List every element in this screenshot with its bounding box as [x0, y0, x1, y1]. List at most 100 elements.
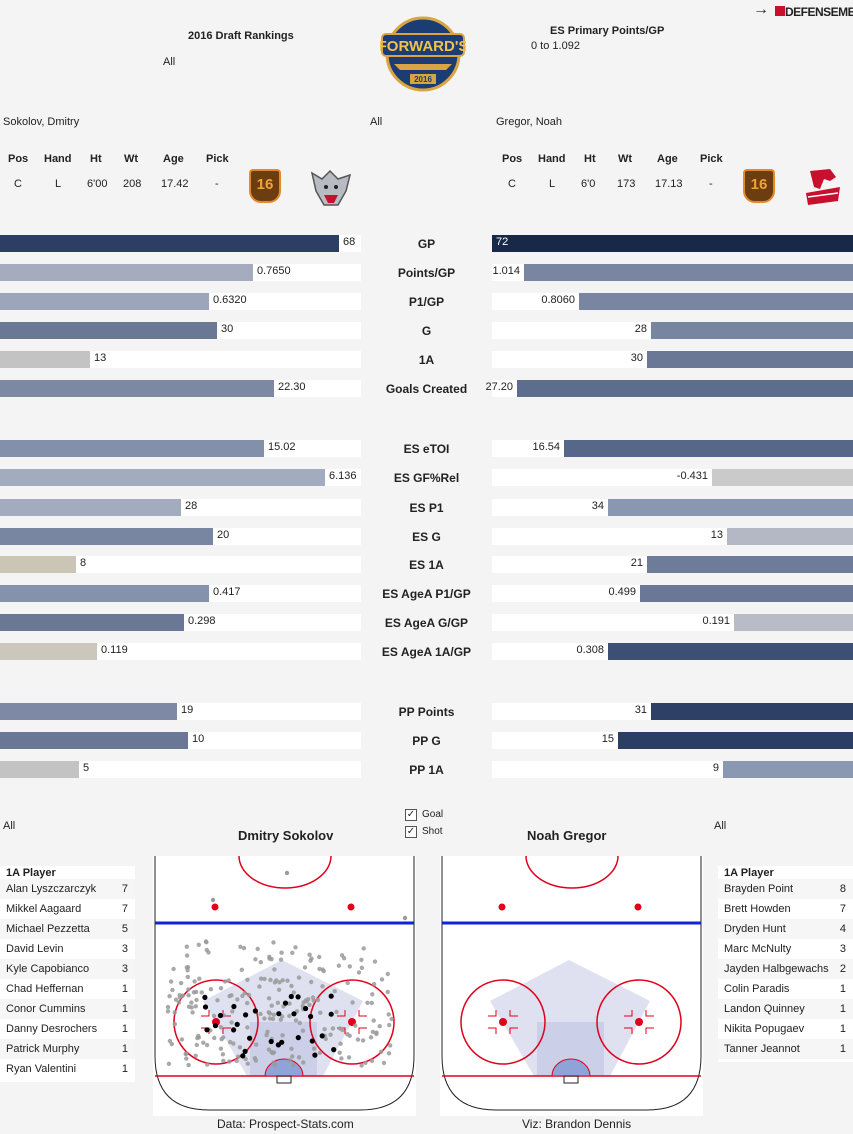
shot-marker: [328, 1032, 333, 1037]
assist-row[interactable]: David Levin 3: [0, 939, 135, 959]
shot-marker: [272, 967, 277, 972]
right-value: 0.499: [608, 586, 636, 598]
player-left-name[interactable]: Sokolov, Dmitry: [3, 116, 80, 128]
right-bar[interactable]: [608, 643, 853, 660]
left-bar[interactable]: [0, 643, 97, 660]
left-bar[interactable]: [0, 235, 339, 252]
shot-marker: [337, 1050, 342, 1055]
left-bar[interactable]: [0, 528, 213, 545]
right-bar[interactable]: [651, 703, 853, 720]
left-bar[interactable]: [0, 293, 209, 310]
right-bar[interactable]: [524, 264, 853, 281]
right-bar[interactable]: [517, 380, 853, 397]
left-value: 15.02: [268, 441, 296, 453]
assist-row[interactable]: Patrick Murphy 1: [0, 1039, 135, 1059]
right-bar[interactable]: [492, 235, 853, 252]
left-bar[interactable]: [0, 614, 184, 631]
left-bar[interactable]: [0, 380, 274, 397]
middle-filter[interactable]: All: [370, 116, 383, 128]
shot-marker: [308, 958, 313, 963]
goal-checkbox[interactable]: ✓: [405, 809, 417, 821]
shot-marker: [172, 1021, 177, 1027]
right-bar[interactable]: [564, 440, 853, 457]
shot-checkbox[interactable]: ✓: [405, 826, 417, 838]
assist-row[interactable]: Nikita Popugaev 1: [718, 1019, 853, 1039]
left-bar[interactable]: [0, 440, 264, 457]
info-value: 173: [617, 178, 636, 190]
right-bar[interactable]: [618, 732, 853, 749]
defensemen-link[interactable]: → DEFENSEMEN: [753, 1, 853, 21]
assist-count: 3: [839, 943, 846, 955]
assist-row[interactable]: Landon Quinney 1: [718, 999, 853, 1019]
shot-marker: [221, 1035, 226, 1040]
right-bar[interactable]: [608, 499, 853, 516]
right-bar[interactable]: [640, 585, 853, 602]
left-bar[interactable]: [0, 761, 79, 778]
assist-row[interactable]: Alan Lyszczarczyk 7: [0, 879, 135, 899]
rink-right-filter[interactable]: All: [714, 820, 727, 832]
left-bar[interactable]: [0, 732, 188, 749]
left-bar[interactable]: [0, 351, 90, 368]
left-bar[interactable]: [0, 585, 209, 602]
right-bar[interactable]: [734, 614, 853, 631]
right-bar[interactable]: [647, 351, 853, 368]
assist-row[interactable]: Brayden Point 8: [718, 879, 853, 899]
right-bar[interactable]: [723, 761, 853, 778]
assist-row[interactable]: Danny Desrochers 1: [0, 1019, 135, 1039]
assist-row[interactable]: Kyle Capobianco 3: [0, 959, 135, 979]
shot-marker: [278, 957, 284, 962]
assist-row[interactable]: Dryden Hunt 4: [718, 919, 853, 939]
draft-filter[interactable]: All: [163, 56, 176, 68]
shot-marker: [363, 1060, 368, 1065]
assist-row[interactable]: Chad Heffernan 1: [0, 979, 135, 999]
shot-marker: [239, 967, 244, 972]
right-bar[interactable]: [712, 469, 853, 486]
left-bar[interactable]: [0, 322, 217, 339]
assist-row[interactable]: Mikkel Aagaard 7: [0, 899, 135, 919]
rink-right: [440, 855, 703, 1116]
left-bar[interactable]: [0, 703, 177, 720]
es-range-filter[interactable]: 0 to 1.092: [531, 40, 580, 52]
left-lane: 68: [0, 235, 361, 252]
left-lane: 20: [0, 528, 361, 545]
stat-row: 8 ES 1A 21: [0, 556, 853, 573]
info-header: Wt: [618, 153, 633, 165]
metric-label: ES AgeA 1A/GP: [381, 645, 472, 659]
shot-marker: [371, 1018, 376, 1023]
assist-row[interactable]: Tanner Jeannot 1: [718, 1039, 853, 1059]
shot-marker: [262, 1016, 267, 1021]
right-bar[interactable]: [579, 293, 853, 310]
assist-count: 1: [121, 1063, 128, 1075]
left-bar[interactable]: [0, 556, 76, 573]
assist-row[interactable]: Brett Howden 7: [718, 899, 853, 919]
shot-marker: [186, 1062, 191, 1068]
shot-marker: [176, 1000, 182, 1005]
ohl-badge-icon: 16: [249, 169, 281, 203]
shot-marker: [183, 1051, 188, 1057]
assist-count: 1: [121, 1043, 128, 1055]
shot-marker: [287, 1001, 292, 1006]
assist-row[interactable]: Conor Cummins 1: [0, 999, 135, 1019]
right-bar[interactable]: [647, 556, 853, 573]
right-bar[interactable]: [651, 322, 853, 339]
assist-row[interactable]: Colin Paradis 1: [718, 979, 853, 999]
left-lane: 22.30: [0, 380, 361, 397]
assist-row[interactable]: Ryan Valentini 1: [0, 1059, 135, 1079]
left-bar[interactable]: [0, 469, 325, 486]
assist-player-name: Dryden Hunt: [724, 923, 786, 935]
metric-label: P1/GP: [408, 295, 445, 309]
left-value: 30: [221, 323, 234, 335]
rink-left-filter[interactable]: All: [3, 820, 16, 832]
left-bar[interactable]: [0, 264, 253, 281]
right-value: 0.191: [702, 615, 730, 627]
assist-row[interactable]: Marc McNulty 3: [718, 939, 853, 959]
left-bar[interactable]: [0, 499, 181, 516]
left-lane: 0.7650: [0, 264, 361, 281]
assist-row[interactable]: Michael Pezzetta 5: [0, 919, 135, 939]
assist-player-name: Patrick Murphy: [6, 1043, 80, 1055]
shot-marker: [389, 1016, 394, 1022]
player-right-name[interactable]: Gregor, Noah: [496, 116, 563, 128]
right-bar[interactable]: [727, 528, 853, 545]
info-value: 6'00: [87, 178, 108, 190]
assist-row[interactable]: Jayden Halbgewachs 2: [718, 959, 853, 979]
